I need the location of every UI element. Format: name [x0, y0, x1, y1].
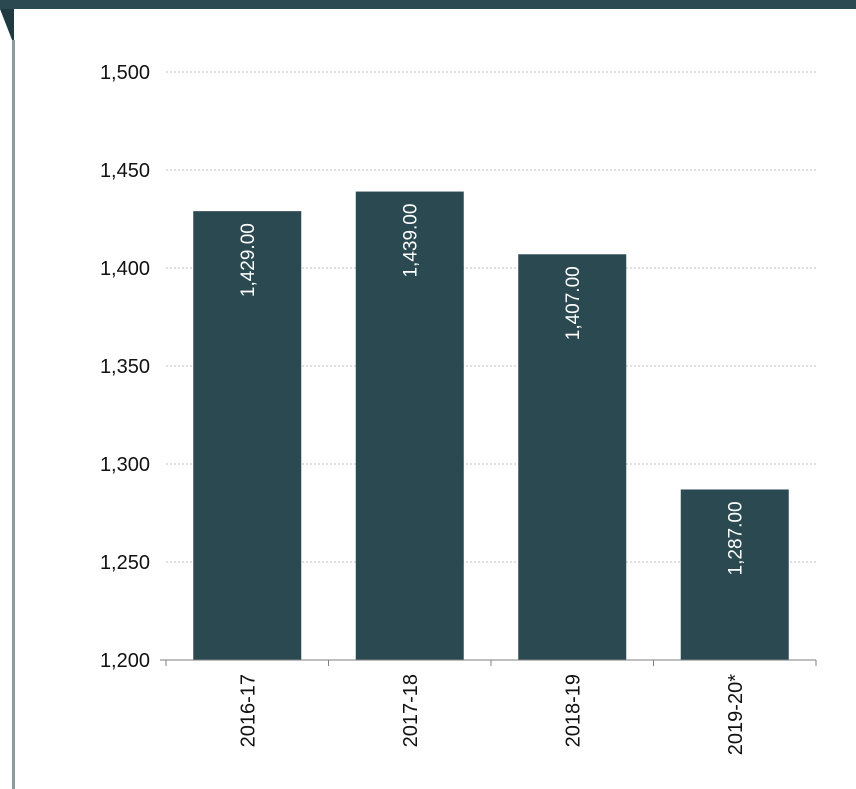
header-band	[0, 0, 856, 9]
y-tick-label: 1,450	[100, 160, 150, 182]
bar-data-label: 1,429.00	[238, 223, 259, 297]
x-tick-label: 2016-17	[237, 674, 259, 747]
x-tick-label: 2017-18	[400, 674, 422, 747]
bar	[193, 211, 302, 660]
bar	[355, 191, 464, 660]
corner-accent	[0, 9, 14, 45]
axes: 1,200 1,250 1,300 1,350 1,400 1,450 1,500 2016-…	[100, 62, 817, 755]
bar-data-label: 1,439.00	[401, 204, 422, 278]
y-tick-label: 1,300	[100, 454, 150, 476]
bar	[518, 254, 627, 660]
bars: 1,429.00 1,439.00 1,407.00 1,287.00	[193, 191, 789, 660]
y-tick-label: 1,250	[100, 552, 150, 574]
bar	[680, 489, 789, 660]
x-tick-label: 2019-20*	[725, 674, 747, 755]
y-tick-label: 1,500	[100, 62, 150, 84]
left-border-rule	[12, 40, 15, 789]
bar-data-label: 1,287.00	[726, 501, 747, 575]
y-tick-label: 1,200	[100, 650, 150, 672]
y-tick-label: 1,350	[100, 356, 150, 378]
bar-data-label: 1,407.00	[563, 266, 584, 340]
y-tick-label: 1,400	[100, 258, 150, 280]
x-tick-label: 2018-19	[562, 674, 584, 747]
